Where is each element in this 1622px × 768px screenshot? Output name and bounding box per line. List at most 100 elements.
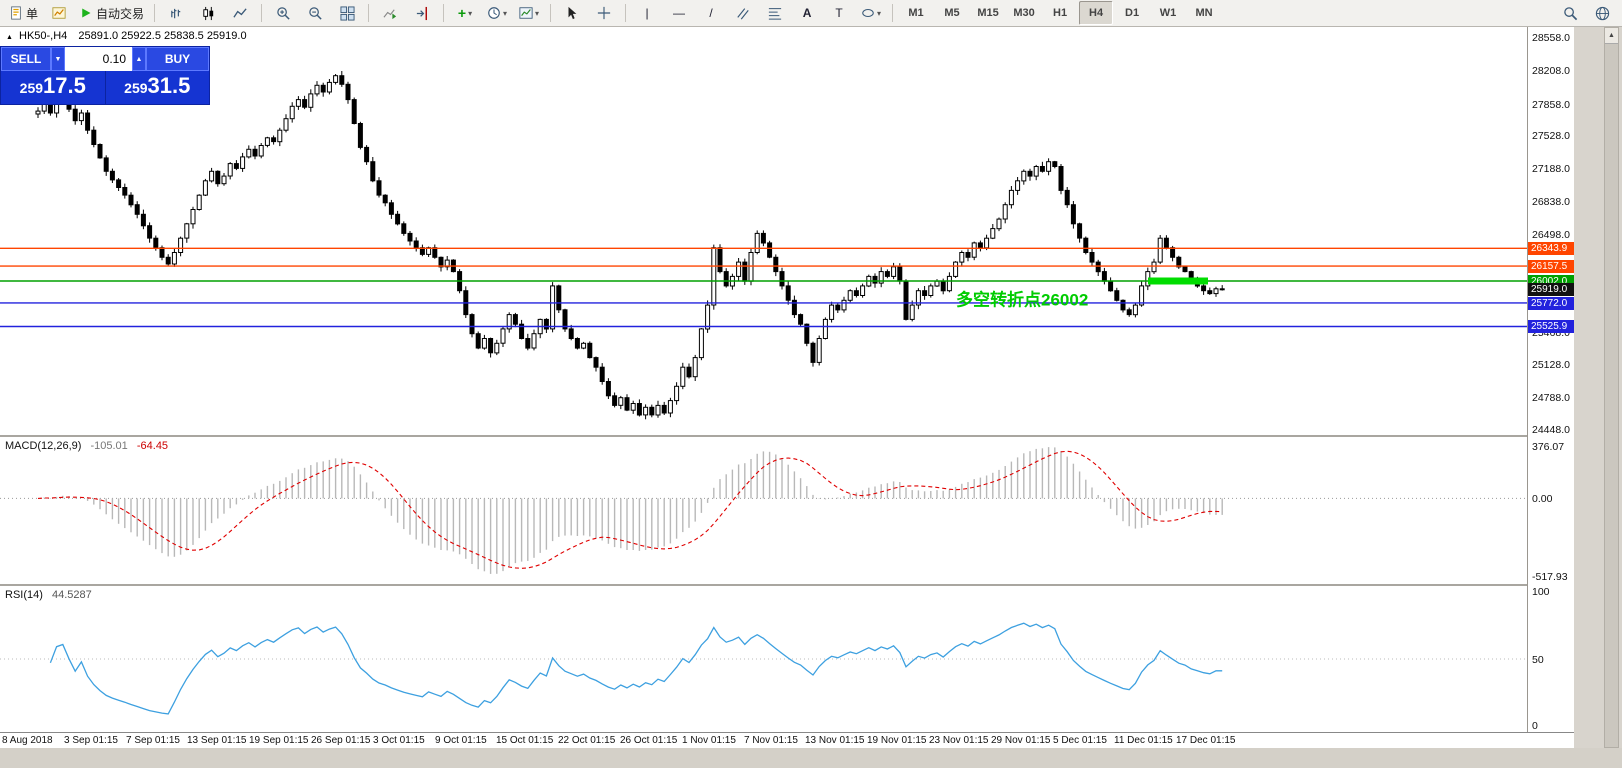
one-click-trading-panel: SELL ▼ 0.10 ▲ BUY 259 17.5 259 31.5 [0, 46, 210, 105]
macd-panel[interactable]: MACD(12,26,9) -105.01 -64.45 [0, 437, 1527, 584]
rsi-chart[interactable] [0, 586, 1527, 732]
auto-scroll-button[interactable] [375, 1, 405, 25]
price-tag-26343.9: 26343.9 [1528, 242, 1574, 255]
crosshair-button[interactable] [589, 1, 619, 25]
toolbar-separator [550, 4, 552, 22]
toolbar-separator [625, 4, 627, 22]
scrollbar-up-button[interactable]: ▲ [1605, 28, 1618, 44]
autotrading-button[interactable]: 自动交易 [76, 1, 148, 25]
trendline-tool[interactable]: / [696, 1, 726, 25]
time-axis-label: 22 Oct 01:15 [558, 735, 616, 746]
bar-chart-button[interactable] [161, 1, 191, 25]
sell-price[interactable]: 259 17.5 [1, 71, 106, 104]
macd-label: MACD(12,26,9) -105.01 -64.45 [5, 440, 168, 452]
time-axis-label: 9 Oct 01:15 [435, 735, 487, 746]
tile-windows-icon [340, 5, 355, 21]
chevron-down-icon: ▾ [503, 8, 508, 18]
price-axis[interactable]: 28558.0 28208.0 27858.0 27528.0 27188.0 26838… [1527, 27, 1575, 748]
fibonacci-tool[interactable] [760, 1, 790, 25]
volume-input[interactable]: 0.10 [65, 47, 132, 71]
new-chart-icon [52, 7, 66, 19]
sell-price-big: 17.5 [43, 73, 86, 98]
globe-icon [1595, 6, 1609, 20]
vertical-line-tool[interactable]: | [632, 1, 662, 25]
price-chart-panel[interactable]: ▲ HK50-,H4 25891.0 25922.5 25838.5 25919… [0, 27, 1527, 435]
channel-tool[interactable] [728, 1, 758, 25]
tf-button-m5[interactable]: M5 [944, 7, 960, 19]
tf-button-h4[interactable]: H4 [1079, 1, 1114, 25]
time-axis-label: 26 Sep 01:15 [311, 735, 371, 746]
tf-button-w1[interactable]: W1 [1159, 7, 1177, 19]
vertical-line-icon: | [645, 6, 649, 20]
new-chart-button[interactable] [44, 1, 74, 25]
tf-button-h1[interactable]: H1 [1053, 7, 1068, 19]
macd-histogram [43, 447, 1223, 574]
tile-windows-button[interactable] [332, 1, 362, 25]
panel-separator[interactable] [0, 584, 1574, 586]
tf-button-m30[interactable]: M30 [1013, 7, 1035, 19]
ohlc-values: 25891.0 25922.5 25838.5 25919.0 [78, 30, 247, 42]
tf-button-m1[interactable]: M1 [908, 7, 924, 19]
main-toolbar: 单 自动交易 [0, 0, 1622, 27]
label-tool-icon: T [835, 6, 843, 20]
symbol-marker-icon: ▲ [6, 34, 13, 41]
timeframe-group: M1 M5 M15 M30 H1 H4 D1 W1 MN [898, 1, 1222, 25]
current-price-tag: 25919.0 [1528, 283, 1574, 296]
tf-button-mn[interactable]: MN [1195, 7, 1213, 19]
periods-button[interactable]: ▾ [482, 1, 512, 25]
rsi-axis-label: 50 [1532, 654, 1544, 666]
zoom-out-button[interactable] [300, 1, 330, 25]
zoom-out-icon [308, 6, 322, 20]
macd-chart[interactable] [0, 437, 1527, 584]
vertical-scrollbar[interactable]: ▲ [1604, 27, 1619, 748]
candlestick-icon [202, 6, 213, 20]
line-chart-button[interactable] [225, 1, 255, 25]
tf-button-m15[interactable]: M15 [977, 7, 999, 19]
macd-axis-label: 0.00 [1532, 493, 1553, 505]
cursor-button[interactable] [557, 1, 587, 25]
horizontal-line-icon: — [673, 6, 686, 20]
template-icon [519, 7, 533, 19]
text-tool[interactable]: A [792, 1, 822, 25]
volume-up-button[interactable]: ▲ [132, 47, 146, 71]
community-button[interactable] [1587, 1, 1617, 25]
rsi-panel[interactable]: RSI(14) 44.5287 [0, 586, 1527, 732]
text-tool-icon: A [802, 6, 812, 20]
panel-separator[interactable] [0, 435, 1574, 437]
price-tag-25525.9: 25525.9 [1528, 320, 1574, 333]
macd-value: -105.01 [90, 440, 128, 452]
add-indicator-button[interactable]: + ▾ [450, 1, 480, 25]
candlestick-button[interactable] [193, 1, 223, 25]
sell-button[interactable]: SELL [1, 47, 51, 71]
volume-down-button[interactable]: ▼ [51, 47, 65, 71]
time-axis-label: 17 Dec 01:15 [1176, 735, 1236, 746]
chart-title: ▲ HK50-,H4 25891.0 25922.5 25838.5 25919… [6, 30, 247, 42]
time-axis-label: 19 Nov 01:15 [867, 735, 927, 746]
buy-button[interactable]: BUY [146, 47, 209, 71]
new-order-button[interactable]: 单 [5, 1, 42, 25]
price-axis-label: 28208.0 [1532, 65, 1570, 77]
price-axis-label: 27858.0 [1532, 99, 1570, 111]
chart-shift-button[interactable] [407, 1, 437, 25]
autotrading-play-icon [82, 8, 91, 18]
highlight-segment[interactable] [1148, 277, 1208, 285]
tf-button-d1[interactable]: D1 [1125, 7, 1140, 19]
search-button[interactable] [1555, 1, 1585, 25]
symbol-period-label: HK50-,H4 [19, 30, 68, 42]
zoom-in-button[interactable] [268, 1, 298, 25]
buy-price[interactable]: 259 31.5 [106, 71, 210, 104]
label-tool[interactable]: T [824, 1, 854, 25]
chart-annotation[interactable]: 多空转折点26002 [956, 290, 1088, 310]
horizontal-line-tool[interactable]: — [664, 1, 694, 25]
order-doc-icon [11, 6, 21, 20]
templates-button[interactable]: ▾ [514, 1, 544, 25]
time-axis[interactable]: 8 Aug 2018 3 Sep 01:15 7 Sep 01:15 13 Sep 0… [0, 732, 1574, 749]
candlestick-chart[interactable]: 多空转折点26002 [0, 27, 1527, 435]
price-axis-label: 24448.0 [1532, 424, 1570, 436]
buy-price-prefix: 259 [124, 80, 148, 96]
toolbar-right-group [1554, 1, 1618, 25]
shapes-tool[interactable]: ▾ [856, 1, 886, 25]
auto-scroll-icon [383, 8, 396, 19]
time-axis-label: 23 Nov 01:15 [929, 735, 989, 746]
